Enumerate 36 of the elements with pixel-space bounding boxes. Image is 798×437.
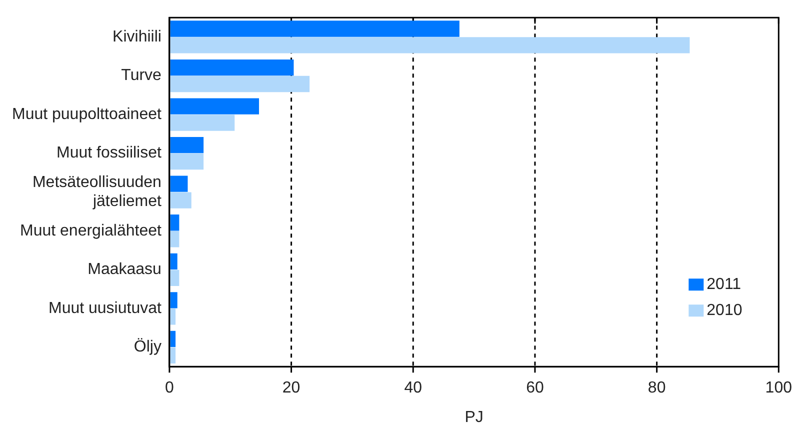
legend-label: 2011 [706,276,742,294]
bar [170,308,176,325]
x-tick-label: 100 [765,380,792,397]
bar [170,253,178,270]
x-tick-label: 60 [526,380,544,397]
bar [170,231,180,248]
y-tick-label: Muut fossiiliset [56,144,162,162]
y-tick-label: Maakaasu [88,261,162,278]
y-tick-label: Muut energialähteet [20,222,162,240]
y-tick-label: Turve [121,67,162,84]
bar [170,137,204,154]
bar [170,192,192,208]
bar [170,214,180,231]
x-tick-label: 80 [648,380,666,397]
bar [170,292,178,308]
y-tick-label: Kivihiili [112,28,162,46]
y-tick-label: Muut uusiutuvat [48,300,162,317]
bar [170,59,294,76]
bar [170,37,690,54]
y-tick-label: Muut puupolttoaineet [12,106,162,123]
x-axis-title: PJ [464,408,484,426]
bar [170,114,235,131]
x-tick-label: 0 [164,380,174,397]
bar [170,330,176,348]
bar [170,270,180,286]
bar [170,20,460,37]
y-tick-label: Metsäteollisuuden jäteliemet [32,174,162,210]
bar [170,98,259,114]
y-tick-label: Öljy [134,338,162,356]
bar [170,153,204,170]
bar [170,76,310,92]
x-tick-label: 40 [404,380,422,397]
legend-label: 2010 [706,302,742,320]
x-tick-label: 20 [282,380,300,397]
bar [170,176,188,192]
bar [170,347,176,364]
